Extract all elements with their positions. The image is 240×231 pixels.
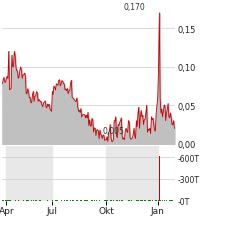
- Text: 0,005: 0,005: [102, 126, 124, 135]
- Text: 0,170: 0,170: [124, 3, 145, 12]
- Bar: [159, 156, 160, 201]
- Bar: [129, 200, 130, 201]
- Bar: [121, 200, 122, 201]
- Bar: [6, 146, 52, 201]
- Bar: [158, 200, 159, 201]
- Bar: [131, 200, 132, 201]
- Bar: [106, 146, 158, 201]
